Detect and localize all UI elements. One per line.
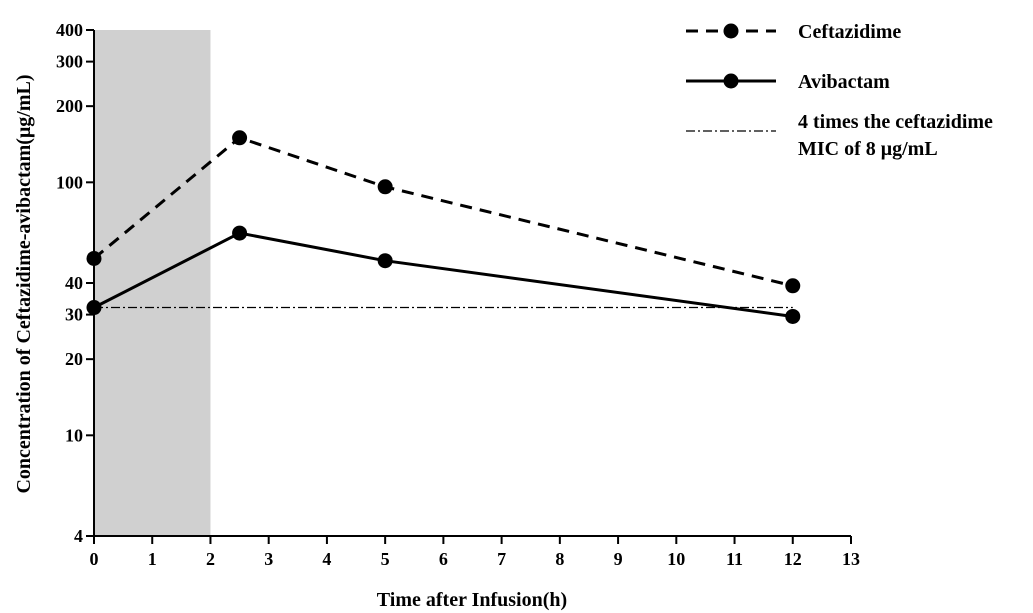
x-tick-label-2: 2: [206, 549, 215, 569]
data-point-ceftazidime-1: [232, 130, 248, 146]
x-tick-label-7: 7: [497, 549, 506, 569]
data-point-ceftazidime-2: [377, 179, 393, 195]
y-tick-label-10: 10: [65, 425, 83, 445]
x-tick-label-0: 0: [90, 549, 99, 569]
x-tick-label-3: 3: [264, 549, 273, 569]
data-point-avibactam-2: [377, 253, 393, 269]
series-line-ceftazidime: [93, 136, 794, 288]
infusion-shaded-region: [94, 30, 211, 536]
y-tick-label-200: 200: [56, 96, 83, 116]
x-tick-label-4: 4: [322, 549, 331, 569]
y-tick-label-4: 4: [74, 526, 83, 546]
y-tick-label-300: 300: [56, 52, 83, 72]
legend-marker-avibactam: [723, 73, 739, 89]
legend-label-avibactam: Avibactam: [798, 71, 890, 93]
y-tick-label-400: 400: [56, 20, 83, 40]
data-point-ceftazidime-3: [785, 278, 801, 294]
x-tick-label-5: 5: [381, 549, 390, 569]
legend-item-mic-reference: 4 times the ceftazidime MIC of 8 μg/mL: [686, 111, 993, 160]
plot-area: [86, 30, 801, 536]
y-tick-label-40: 40: [65, 273, 83, 293]
x-tick-label-6: 6: [439, 549, 448, 569]
x-tick-label-11: 11: [726, 549, 743, 569]
data-point-avibactam-1: [232, 225, 248, 241]
data-point-avibactam-3: [785, 308, 801, 324]
legend-marker-ceftazidime: [723, 23, 739, 39]
x-tick-label-10: 10: [667, 549, 685, 569]
series-line-avibactam: [93, 231, 793, 318]
y-tick-label-100: 100: [56, 172, 83, 192]
legend: Ceftazidime Avibactam 4 times the ceftaz…: [686, 21, 993, 160]
y-tick-label-20: 20: [65, 349, 83, 369]
legend-item-ceftazidime: Ceftazidime: [686, 21, 901, 43]
legend-label-ceftazidime: Ceftazidime: [798, 21, 901, 43]
x-tick-label-8: 8: [555, 549, 564, 569]
y-tick-label-30: 30: [65, 305, 83, 325]
x-tick-label-9: 9: [614, 549, 623, 569]
x-tick-label-13: 13: [842, 549, 860, 569]
y-axis-title: Concentration of Ceftazidime-avibactam(μ…: [13, 74, 35, 493]
legend-label-mic-line1: 4 times the ceftazidime: [798, 111, 993, 133]
legend-label-mic-line2: MIC of 8 μg/mL: [798, 138, 938, 160]
x-tick-label-12: 12: [784, 549, 802, 569]
x-axis-title: Time after Infusion(h): [377, 589, 567, 611]
legend-item-avibactam: Avibactam: [686, 71, 890, 93]
x-tick-label-1: 1: [148, 549, 157, 569]
